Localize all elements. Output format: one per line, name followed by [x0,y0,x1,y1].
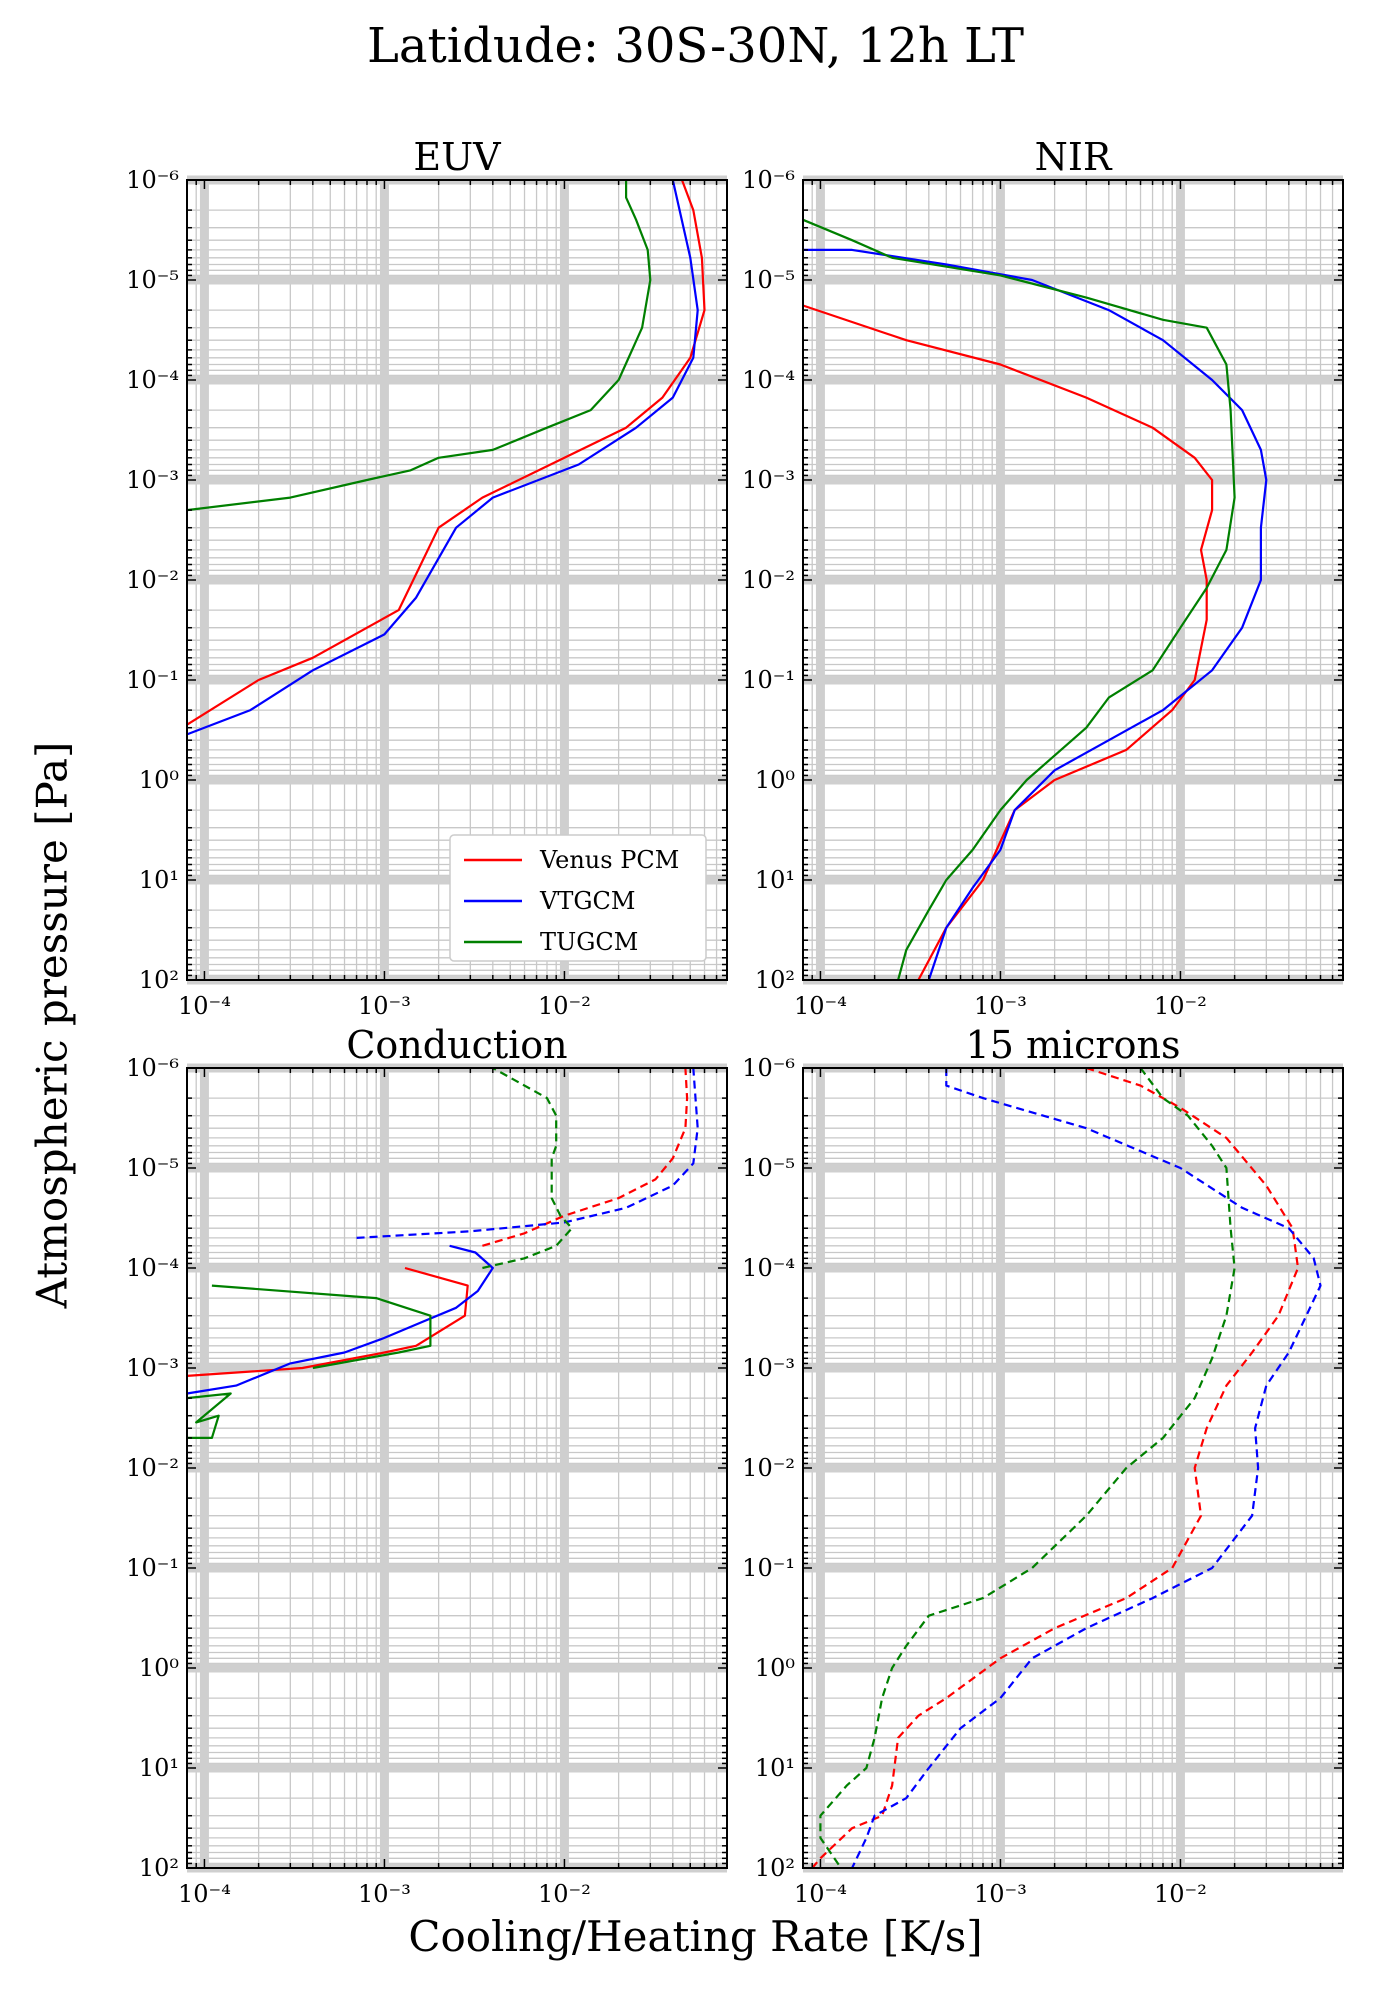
y-tick-label: 10⁻¹ [126,1554,179,1582]
series-line-vtgcm-5 [356,1067,699,1239]
x-tick-label: 10⁻³ [358,1880,411,1908]
series-line-tugcm-2 [186,1392,232,1439]
chart-panel-1: 10⁻⁴ 10⁻³ 10⁻² 10⁻⁶ 10⁻⁵ 10⁻⁴ 10⁻³ 10⁻² 10⁻¹ 10⁰ 1… [742,135,1344,1020]
y-tick-label: 10⁻² [742,566,795,594]
x-tick-label: 10⁻³ [974,1880,1027,1908]
y-tick-label: 10⁻⁶ [742,166,795,194]
y-tick-label: 10⁻³ [742,466,795,494]
y-tick-label: 10⁻² [742,1454,795,1482]
y-tick-label: 10⁰ [755,1654,795,1682]
y-tick-label: 10⁻⁵ [742,1154,795,1182]
y-tick-label: 10⁻⁵ [742,266,795,294]
y-tick-label: 10⁻⁵ [126,1154,179,1182]
chart-panel-3: 10⁻⁴ 10⁻³ 10⁻² 10⁻⁶ 10⁻⁵ 10⁻⁴ 10⁻³ 10⁻² 10⁻¹ 10⁰ 1… [742,1023,1344,1908]
y-tick-label: 10⁰ [755,766,795,794]
y-tick-label: 10⁻¹ [126,666,179,694]
series-line-tugcm-2 [802,218,1236,981]
y-tick-label: 10⁻³ [126,466,179,494]
x-tick-label: 10⁻⁴ [794,992,847,1020]
x-tick-label: 10⁻⁴ [794,1880,847,1908]
series-line-vtgcm-1 [851,1068,1322,1869]
panel-title: Conduction [346,1023,567,1067]
x-tick-label: 10⁻² [1154,1880,1207,1908]
series-line-venus-pcm-0 [811,1066,1300,1869]
y-tick-label: 10⁰ [139,766,179,794]
y-tick-label: 10⁻⁵ [126,266,179,294]
series-line-venus-pcm-0 [186,179,706,726]
legend-label: VTGCM [539,887,635,915]
y-tick-label: 10¹ [755,866,795,894]
y-tick-label: 10⁻² [126,566,179,594]
y-tick-label: 10⁻² [126,1454,179,1482]
legend-label: Venus PCM [539,846,679,874]
panel-title: EUV [413,135,501,179]
y-tick-label: 10⁻¹ [742,1554,795,1582]
x-tick-label: 10⁻² [1154,992,1207,1020]
chart-panel-2: 10⁻⁴ 10⁻³ 10⁻² 10⁻⁶ 10⁻⁵ 10⁻⁴ 10⁻³ 10⁻² 10⁻¹ 10⁰ 1… [126,1023,728,1908]
legend-box [449,834,707,962]
y-tick-label: 10² [755,1854,795,1882]
y-tick-label: 10⁻¹ [742,666,795,694]
y-tick-label: 10⁻⁶ [126,166,179,194]
y-tick-label: 10⁻³ [742,1354,795,1382]
y-tick-label: 10⁻⁶ [126,1054,179,1082]
y-tick-label: 10⁻⁴ [126,1254,179,1282]
panel-title: NIR [1035,135,1113,179]
legend-label: TUGCM [540,928,638,956]
y-tick-label: 10⁰ [139,1654,179,1682]
series-line-tugcm-6 [482,1067,573,1270]
chart-panel-0: 10⁻⁴ 10⁻³ 10⁻² 10⁻⁶ 10⁻⁵ 10⁻⁴ 10⁻³ 10⁻² 10⁻¹ 10⁰ 1… [126,135,728,1020]
y-tick-label: 10⁻³ [126,1354,179,1382]
y-tick-label: 10⁻⁴ [742,1254,795,1282]
y-tick-label: 10¹ [755,1754,795,1782]
x-tick-label: 10⁻² [538,1880,591,1908]
y-tick-label: 10² [139,1854,179,1882]
y-tick-label: 10⁻⁶ [742,1054,795,1082]
series-line-tugcm-2 [186,180,652,512]
x-tick-label: 10⁻⁴ [178,1880,231,1908]
series-line-vtgcm-1 [186,1244,494,1395]
series-line-vtgcm-1 [186,179,699,736]
series-line-venus-pcm-4 [482,1067,689,1247]
y-tick-label: 10⁻⁴ [742,366,795,394]
x-tick-label: 10⁻³ [974,992,1027,1020]
x-tick-label: 10⁻⁴ [178,992,231,1020]
y-tick-label: 10⁻⁴ [126,366,179,394]
x-axis-label: Cooling/Heating Rate [K/s] [408,1912,983,1961]
panel-title: 15 microns [966,1023,1181,1067]
y-tick-label: 10¹ [139,866,179,894]
series-line-vtgcm-1 [803,248,1268,981]
series-line-tugcm-3 [211,1284,432,1370]
y-tick-label: 10² [139,966,179,994]
x-tick-label: 10⁻³ [358,992,411,1020]
series-line-venus-pcm-0 [186,1266,469,1377]
series-line-tugcm-2 [819,1067,1236,1869]
figure-title: Latidude: 30S-30N, 12h LT [366,18,1025,74]
y-tick-label: 10¹ [139,1754,179,1782]
y-tick-label: 10² [755,966,795,994]
x-tick-label: 10⁻² [538,992,591,1020]
legend: Venus PCM VTGCM TUGCM [449,834,707,962]
